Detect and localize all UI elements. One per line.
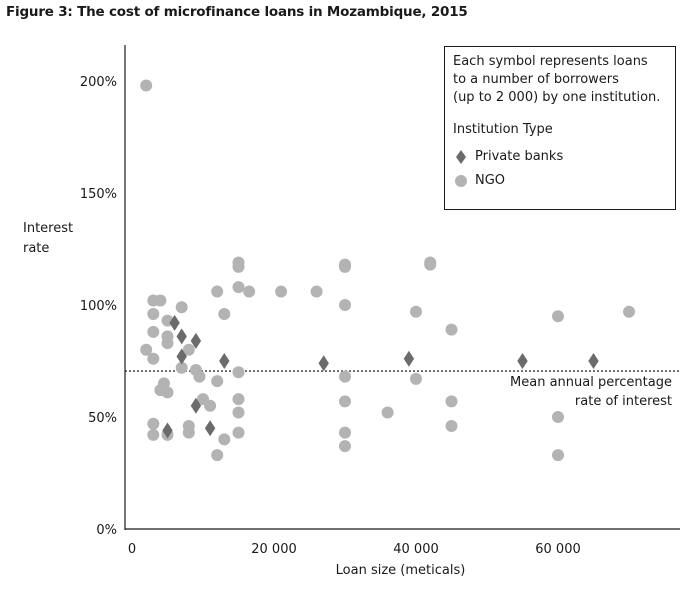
private-bank-point — [169, 314, 180, 331]
ngo-point — [140, 79, 153, 92]
ngo-point — [552, 310, 564, 323]
ngo-point — [204, 399, 217, 412]
ngo-point — [339, 260, 351, 273]
private-bank-point — [403, 350, 415, 367]
ngo-point — [552, 449, 564, 462]
diamond-icon — [456, 150, 466, 164]
ngo-point — [243, 285, 256, 298]
ngo-point — [424, 258, 437, 271]
private-bank-point — [176, 348, 187, 365]
axes — [124, 45, 680, 530]
mean-line-label-text: Mean annual percentage rate of interest — [510, 375, 672, 409]
ngo-point — [218, 307, 231, 320]
ngo-point — [339, 426, 351, 439]
legend: Each symbol represents loans to a number… — [444, 46, 676, 210]
figure-title: Figure 3: The cost of microfinance loans… — [6, 4, 468, 20]
ngo-point — [232, 366, 245, 379]
ngo-point — [147, 417, 160, 430]
ngo-point — [175, 301, 188, 314]
x-tick-label: 0 — [128, 542, 136, 557]
legend-label-ngo: NGO — [475, 173, 506, 188]
private-bank-point — [318, 355, 329, 372]
ngo-point — [211, 285, 224, 298]
ngo-point — [339, 299, 351, 311]
ngo-point — [147, 325, 160, 338]
private-bank-point — [162, 422, 173, 439]
ngo-point — [445, 323, 458, 336]
private-bank-point — [588, 353, 599, 369]
private-bank-point — [204, 420, 216, 437]
legend-entry-ngo: NGO — [453, 172, 675, 190]
ngo-point — [623, 305, 635, 318]
ngo-point — [445, 419, 458, 432]
x-tick-label: 40 000 — [393, 542, 439, 557]
y-tick-label: 150% — [80, 187, 117, 202]
ngo-point — [275, 285, 288, 298]
mean-line-label: Mean annual percentage rate of interest — [508, 373, 674, 411]
ngo-point — [211, 449, 224, 462]
ngo-point — [232, 393, 245, 406]
ngo-point — [381, 406, 394, 419]
ngo-point — [310, 285, 323, 298]
y-tick-label: 200% — [80, 75, 117, 90]
ngo-point — [147, 307, 160, 320]
y-tick-label: 0% — [96, 523, 117, 538]
private-bank-point — [190, 397, 202, 414]
ngo-point — [154, 294, 167, 307]
y-tick-label: 50% — [88, 411, 117, 426]
ngo-point — [339, 440, 351, 453]
ngo-point — [182, 343, 195, 356]
private-bank-point — [219, 353, 230, 369]
private-bank-point — [190, 332, 202, 349]
ngo-point — [182, 426, 195, 439]
private-bank-point — [176, 328, 187, 345]
ngo-point — [211, 375, 224, 388]
ngo-point — [218, 433, 231, 446]
ngo-point — [410, 305, 422, 318]
y-axis-label-text: Interest rate — [23, 221, 74, 256]
ngo-point — [552, 411, 564, 423]
data-points — [140, 79, 635, 462]
ngo-point — [147, 352, 160, 365]
ngo-point — [410, 372, 422, 385]
ngo-point — [232, 406, 245, 419]
tick-labels: 0% 50% 100% 150% 200% 0 20 000 40 000 60 000 — [80, 75, 581, 557]
ngo-point — [161, 337, 174, 350]
ngo-point — [175, 361, 188, 374]
ngo-point — [339, 395, 351, 408]
x-tick-label: 20 000 — [251, 542, 297, 557]
ngo-point — [161, 386, 174, 399]
legend-label-private-banks: Private banks — [475, 149, 564, 164]
ngo-point — [232, 281, 245, 294]
x-axis-label: Loan size (meticals) — [335, 563, 466, 578]
ngo-point — [339, 370, 351, 383]
y-tick-label: 100% — [80, 299, 117, 314]
legend-note: Each symbol represents loans to a number… — [453, 54, 661, 105]
ngo-point — [232, 426, 245, 439]
y-axis-label: Interest rate — [23, 219, 83, 259]
ngo-point — [445, 395, 458, 408]
legend-entry-private-banks: Private banks — [453, 148, 675, 166]
private-bank-point — [517, 353, 528, 369]
legend-title: Institution Type — [453, 122, 553, 137]
x-tick-label: 60 000 — [535, 542, 581, 557]
ngo-point — [193, 370, 206, 383]
circle-icon — [455, 175, 467, 187]
ngo-point — [140, 343, 153, 356]
ngo-point — [232, 260, 245, 273]
ngo-point — [147, 428, 160, 441]
